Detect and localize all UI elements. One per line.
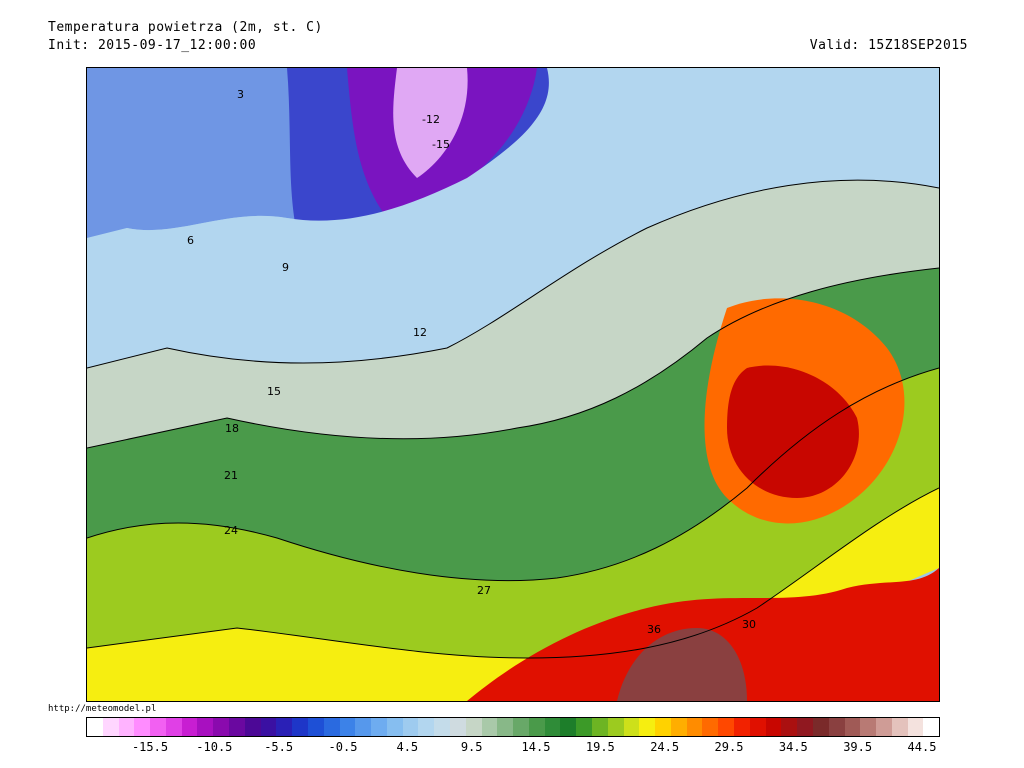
color-scale-bar [86, 717, 940, 737]
color-swatch [307, 718, 324, 736]
scale-tick-label: 9.5 [460, 740, 483, 754]
color-swatch [339, 718, 356, 736]
map-title: Temperatura powietrza (2m, st. C) [48, 20, 323, 35]
contour-label: -12 [422, 113, 440, 126]
color-swatch [87, 718, 103, 736]
color-swatch [907, 718, 924, 736]
scale-tick-label: 24.5 [650, 740, 680, 754]
sahara-heat-core [617, 628, 747, 701]
color-swatch [134, 718, 151, 736]
scale-tick-label: 4.5 [396, 740, 419, 754]
color-swatch [323, 718, 340, 736]
color-swatch [165, 718, 182, 736]
contour-label: 30 [742, 618, 756, 631]
scale-tick-label: -5.5 [264, 740, 294, 754]
color-swatch [181, 718, 198, 736]
color-swatch [150, 718, 166, 736]
contour-label: 9 [282, 261, 289, 274]
contour-label: 21 [224, 469, 238, 482]
color-swatch [686, 718, 703, 736]
color-swatch [260, 718, 277, 736]
color-swatch [418, 718, 435, 736]
color-swatch [749, 718, 766, 736]
color-swatch [876, 718, 892, 736]
color-swatch [465, 718, 482, 736]
north-atlantic-cool-zone [87, 68, 939, 368]
contour-label: 36 [647, 623, 661, 636]
color-swatch [812, 718, 829, 736]
color-swatch [292, 718, 308, 736]
color-swatch [449, 718, 466, 736]
contour-label: 3 [237, 88, 244, 101]
color-swatch [386, 718, 403, 736]
scale-tick-label: 34.5 [778, 740, 808, 754]
temperature-map: 3 6 9 12 15 18 21 24 27 30 36 -12 -15 [86, 67, 940, 702]
color-scale-ticks: -15.5 -10.5 -5.5 -0.5 4.5 9.5 14.5 19.5 24.5 29.5… [86, 740, 938, 758]
color-swatch [371, 718, 387, 736]
contour-label: 12 [413, 326, 427, 339]
color-swatch [923, 718, 940, 736]
color-swatch [718, 718, 735, 736]
color-swatch [402, 718, 419, 736]
balkan-heat-core [727, 365, 859, 498]
color-swatch [197, 718, 214, 736]
color-swatch [528, 718, 545, 736]
color-swatch [797, 718, 813, 736]
color-swatch [481, 718, 498, 736]
valid-time-label: Valid: 15Z18SEP2015 [809, 38, 968, 53]
contour-label: 27 [477, 584, 491, 597]
source-credit: http://meteomodel.pl [48, 704, 157, 714]
contour-labels: 3 6 9 12 15 18 21 24 27 30 36 -12 -15 [187, 88, 756, 636]
contour-label: 24 [224, 524, 238, 537]
color-swatch [229, 718, 245, 736]
color-swatch [828, 718, 845, 736]
contour-label: 6 [187, 234, 194, 247]
color-swatch [670, 718, 687, 736]
scale-tick-label: 14.5 [521, 740, 551, 754]
color-swatch [355, 718, 372, 736]
scale-tick-label: 19.5 [585, 740, 615, 754]
contour-label: 15 [267, 385, 281, 398]
color-swatch [734, 718, 750, 736]
color-swatch [102, 718, 119, 736]
init-time-label: Init: 2015-09-17_12:00:00 [48, 38, 257, 53]
color-swatch [781, 718, 798, 736]
color-swatch [592, 718, 608, 736]
isotherm-lines [87, 179, 939, 659]
color-swatch [702, 718, 719, 736]
color-swatch [118, 718, 135, 736]
scale-tick-label: -0.5 [328, 740, 358, 754]
color-swatch [765, 718, 782, 736]
color-swatch [244, 718, 261, 736]
color-swatch [576, 718, 592, 736]
scale-tick-label: -10.5 [196, 740, 233, 754]
color-swatch [513, 718, 529, 736]
color-swatch [891, 718, 908, 736]
color-swatch [639, 718, 656, 736]
scale-tick-label: 44.5 [907, 740, 937, 754]
greenland-ice-core [393, 68, 468, 178]
color-swatch [434, 718, 450, 736]
color-swatch [544, 718, 561, 736]
subtropical-zone [87, 368, 939, 658]
color-swatch [497, 718, 514, 736]
color-swatch [844, 718, 861, 736]
color-swatch [655, 718, 671, 736]
scale-tick-label: -15.5 [131, 740, 169, 754]
color-swatch [860, 718, 877, 736]
scale-tick-label: 39.5 [843, 740, 873, 754]
contour-label: 18 [225, 422, 239, 435]
color-swatch [213, 718, 230, 736]
temperature-map-graphic: 3 6 9 12 15 18 21 24 27 30 36 -12 -15 [87, 68, 939, 701]
color-swatch [276, 718, 293, 736]
color-swatch [607, 718, 624, 736]
contour-label: -15 [432, 138, 450, 151]
color-swatch [560, 718, 577, 736]
color-swatch [623, 718, 640, 736]
scale-tick-label: 29.5 [714, 740, 744, 754]
mid-latitude-zone [87, 180, 939, 448]
